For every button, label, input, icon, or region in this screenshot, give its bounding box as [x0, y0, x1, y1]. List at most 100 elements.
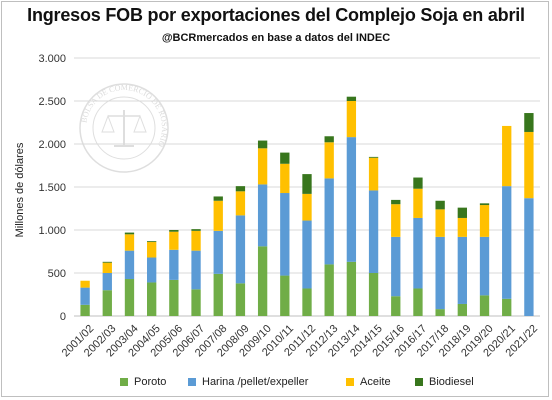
bar-segment: [169, 231, 179, 250]
bar-segment: [391, 296, 401, 316]
bar-segment: [147, 242, 157, 258]
bar-segment: [457, 236, 467, 304]
bar-segment: [346, 101, 357, 138]
bar-segment: [280, 275, 290, 316]
bar-segment: [435, 236, 445, 310]
chart-subtitle: @BCRmercados en base a datos del INDEC: [161, 32, 391, 44]
bar-segment: [346, 137, 357, 262]
bar-segment: [102, 261, 112, 263]
bar-segment: [479, 203, 490, 206]
bar-segment: [213, 230, 223, 274]
bar-segment: [102, 290, 112, 316]
bar-segment: [124, 279, 135, 316]
bar-segment: [524, 198, 534, 316]
bar-segment: [368, 190, 379, 273]
bar-segment: [257, 148, 268, 185]
bar-segment: [191, 250, 201, 290]
bar-segment: [502, 125, 512, 187]
bar-segment: [502, 186, 512, 299]
bar-segment: [346, 261, 357, 316]
bar-segment: [391, 236, 401, 297]
bar-segment: [413, 177, 423, 189]
x-axis-ticks: 2001/022002/032003/042004/052005/062006/…: [60, 323, 540, 360]
bar-segment: [435, 209, 445, 237]
bar-segment: [479, 295, 490, 316]
bar-segment: [80, 280, 90, 288]
bar-segment: [368, 156, 379, 158]
bar-segment: [191, 230, 201, 251]
bars: [80, 96, 534, 316]
bar-segment: [235, 191, 246, 216]
bar-segment: [235, 215, 246, 284]
legend-item: Poroto: [120, 374, 166, 390]
legend-item: Biodiesel: [415, 374, 474, 390]
bar-segment: [280, 163, 290, 194]
y-axis-label: Millones de dólares: [14, 142, 26, 237]
bar-segment: [435, 309, 445, 316]
bar-segment: [80, 304, 90, 316]
bar-segment: [324, 178, 334, 265]
bar-segment: [302, 288, 312, 316]
bar-segment: [169, 249, 179, 280]
legend-label: Poroto: [134, 376, 167, 388]
bar-segment: [302, 174, 312, 194]
bar-segment: [368, 273, 379, 316]
legend-label: Harina /pellet/expeller: [202, 376, 309, 388]
bar-segment: [324, 142, 334, 179]
bar-segment: [191, 229, 201, 231]
bar-segment: [324, 136, 334, 143]
bar-segment: [368, 157, 379, 191]
bar-segment: [391, 204, 401, 237]
legend: Poroto Harina /pellet/expeller Aceite Biodi…: [110, 374, 530, 390]
bar-segment: [457, 303, 467, 316]
y-tick-label: 1.500: [38, 182, 66, 194]
bar-segment: [169, 279, 179, 316]
bar-segment: [124, 232, 135, 235]
bar-segment: [324, 264, 334, 316]
bar-segment: [147, 282, 157, 316]
bar-segment: [80, 287, 90, 305]
bar-segment: [191, 289, 201, 316]
bar-segment: [524, 113, 534, 132]
bar-segment: [391, 199, 401, 205]
chart-title: Ingresos FOB por exportaciones del Compl…: [27, 5, 525, 25]
bar-segment: [479, 205, 490, 237]
y-tick-label: 0: [60, 311, 66, 323]
bar-segment: [213, 196, 223, 201]
bar-segment: [147, 257, 157, 283]
bar-segment: [302, 193, 312, 221]
legend-swatch: [120, 378, 128, 386]
y-tick-label: 3.000: [38, 53, 66, 65]
bar-segment: [413, 288, 423, 316]
bar-segment: [124, 250, 135, 280]
y-axis-ticks: 0 500 1.000 1.500 2.000 2.500 3.000: [38, 53, 66, 323]
bar-segment: [257, 140, 268, 149]
bar-segment: [502, 298, 512, 316]
legend-swatch: [415, 378, 423, 386]
bar-segment: [235, 283, 246, 316]
bar-segment: [413, 217, 423, 289]
y-tick-label: 1.000: [38, 225, 66, 237]
bar-segment: [457, 207, 467, 218]
bar-segment: [413, 188, 423, 218]
bar-segment: [169, 230, 179, 232]
legend-swatch: [188, 378, 196, 386]
bar-segment: [457, 217, 467, 237]
bar-segment: [257, 184, 268, 247]
legend-item: Aceite: [346, 374, 391, 390]
legend-item: Harina /pellet/expeller: [188, 374, 308, 390]
bar-segment: [280, 152, 290, 164]
legend-swatch: [346, 378, 354, 386]
bar-segment: [257, 246, 268, 316]
bar-segment: [235, 186, 246, 192]
bar-segment: [102, 273, 112, 291]
bar-segment: [213, 200, 223, 231]
y-tick-label: 2.500: [38, 96, 66, 108]
bar-segment: [302, 220, 312, 289]
legend-label: Biodiesel: [429, 376, 474, 388]
legend-label: Aceite: [360, 376, 391, 388]
bar-segment: [102, 262, 112, 273]
bar-segment: [346, 96, 357, 101]
